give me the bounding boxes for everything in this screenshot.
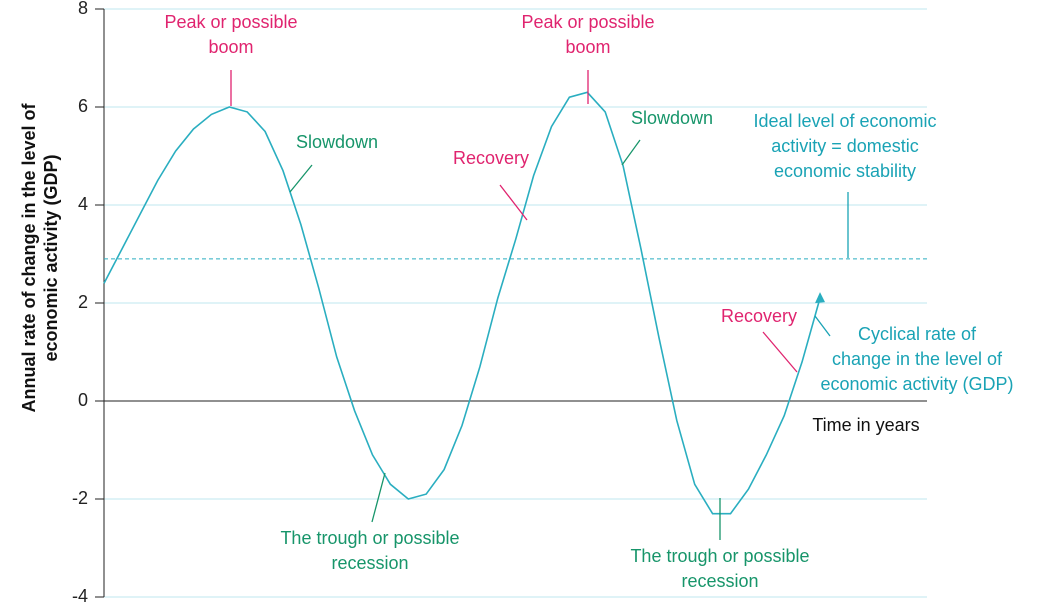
y-tick-label: -4: [72, 586, 88, 604]
annotation: boom: [208, 37, 253, 57]
arrow-head: [815, 292, 825, 304]
y-tick-label: -2: [72, 488, 88, 508]
annotation: Cyclical rate of: [858, 324, 977, 344]
annotation-connector: [621, 139, 641, 166]
line: [103, 91, 821, 515]
annotation: The trough or possible: [280, 528, 459, 548]
y-tick-label: 2: [78, 292, 88, 312]
annotation: recession: [331, 553, 408, 573]
y-tick-label: 6: [78, 96, 88, 116]
y-tick-label: 0: [78, 390, 88, 410]
annotation: boom: [565, 37, 610, 57]
annotation: change in the level of: [832, 349, 1003, 369]
y-tick-label: 4: [78, 194, 88, 214]
annotation: Recovery: [453, 148, 529, 168]
annotation: Slowdown: [296, 132, 378, 152]
x-axis-label: Time in years: [812, 415, 919, 435]
annotation-connector: [371, 472, 386, 523]
y-axis-label-line: economic activity (GDP): [41, 154, 61, 361]
y-tick-label: 8: [78, 0, 88, 18]
annotation-connector: [762, 331, 798, 373]
annotation: Ideal level of economic: [753, 111, 936, 131]
annotation: Slowdown: [631, 108, 713, 128]
annotation: Recovery: [721, 306, 797, 326]
annotation-connector: [814, 315, 831, 337]
annotation-connector: [499, 184, 528, 221]
y-axis-label: Annual rate of change in the level of eco…: [19, 102, 61, 412]
annotation: The trough or possible: [630, 546, 809, 566]
annotation: economic stability: [774, 161, 916, 181]
annotation: Peak or possible: [164, 12, 297, 32]
annotation: economic activity (GDP): [820, 374, 1013, 394]
y-axis-label-line: Annual rate of change in the level of: [19, 102, 39, 412]
annotation-connector: [289, 164, 313, 193]
annotation: activity = domestic: [771, 136, 919, 156]
annotation: Peak or possible: [521, 12, 654, 32]
annotation: recession: [681, 571, 758, 591]
